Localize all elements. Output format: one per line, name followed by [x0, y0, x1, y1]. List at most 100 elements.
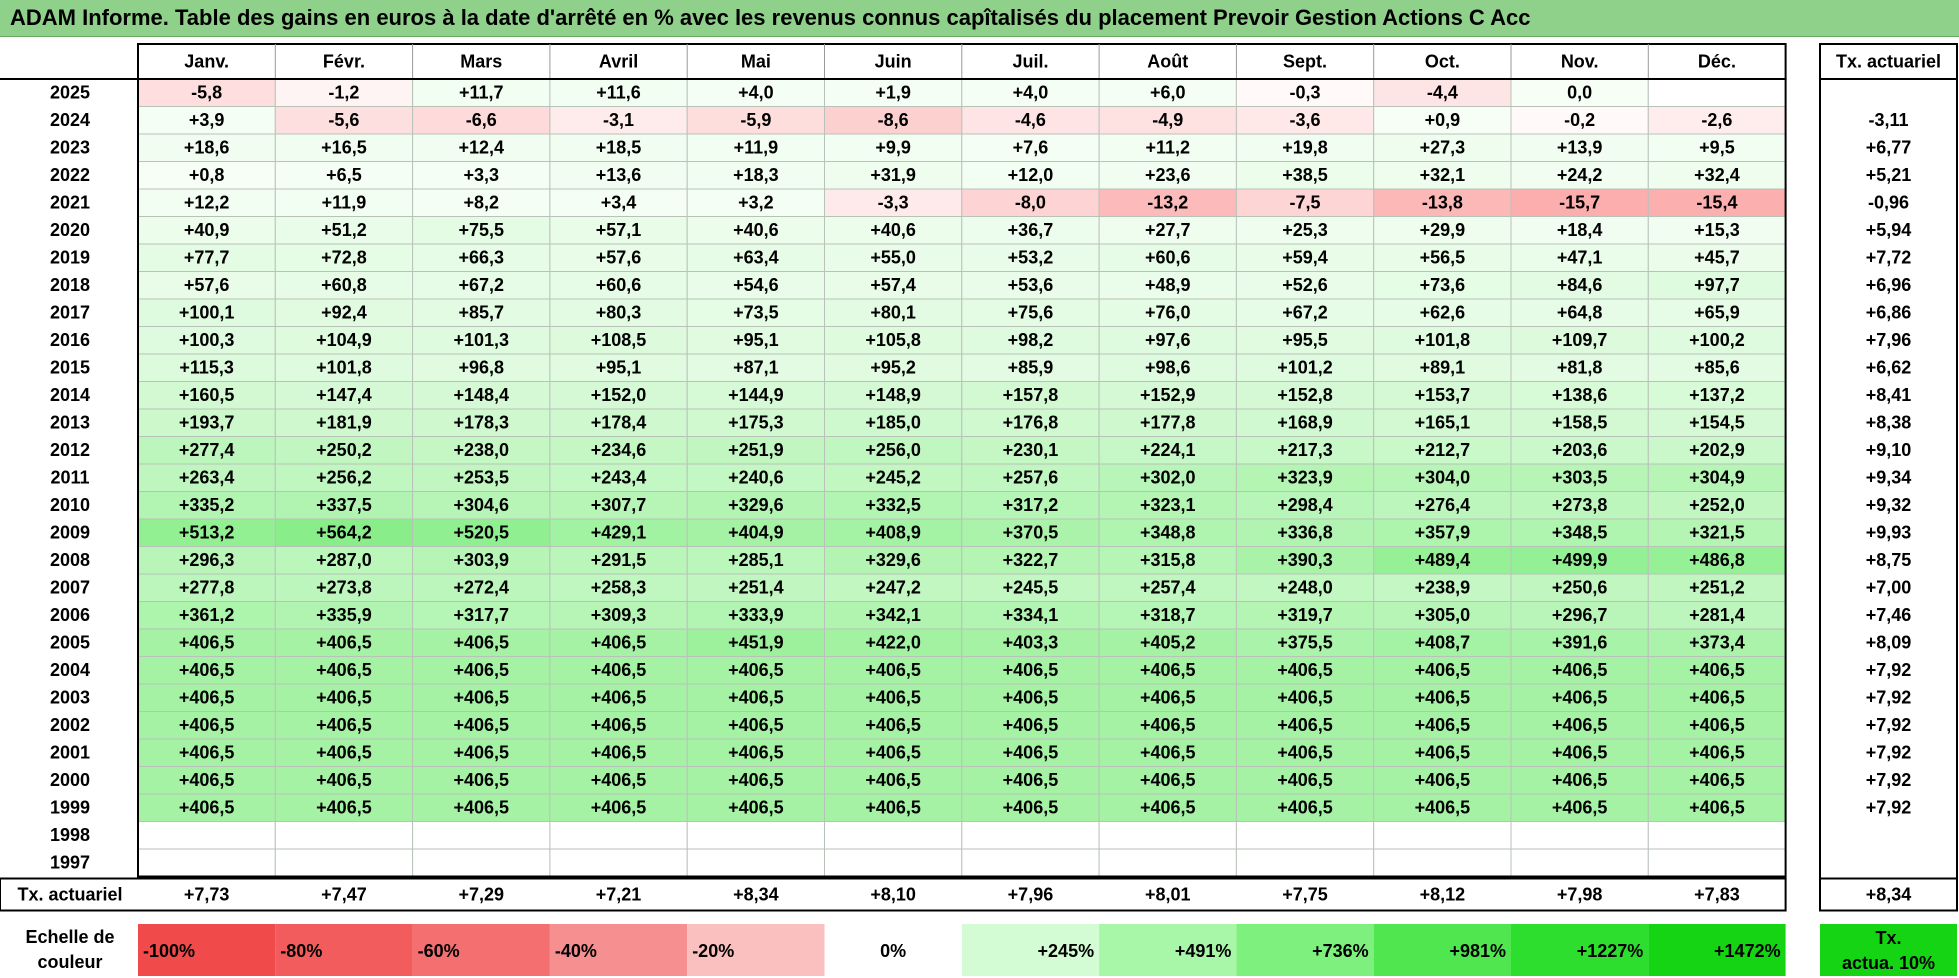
cell-value: +18,6 — [184, 138, 230, 158]
heat-cell — [1647, 573, 1787, 602]
heat-cell — [1235, 766, 1375, 795]
heat-cell — [1647, 628, 1787, 657]
month-header-3: Mars — [460, 51, 502, 71]
cell-value: +3,9 — [189, 110, 225, 130]
heat-cell — [274, 353, 414, 382]
year-label-2005: 2005 — [50, 633, 90, 653]
summary-value-1: +7,73 — [184, 884, 230, 904]
heat-cell — [1373, 78, 1512, 107]
cell-value: -13,8 — [1422, 193, 1463, 213]
year-label-2007: 2007 — [50, 578, 90, 598]
cell-value: +406,5 — [453, 715, 509, 735]
heat-cell — [1647, 601, 1787, 630]
cell-value: +375,5 — [1277, 633, 1333, 653]
heat-cell — [1647, 793, 1787, 822]
cell-value: +321,5 — [1689, 523, 1745, 543]
heat-cell — [686, 353, 826, 382]
cell-value: +0,9 — [1425, 110, 1461, 130]
cell-value: +304,6 — [453, 495, 509, 515]
cell-value: -3,3 — [878, 193, 909, 213]
heat-cell — [1510, 161, 1649, 190]
cell-value: +60,6 — [1145, 248, 1191, 268]
cell-value: +406,5 — [728, 660, 784, 680]
tx-value-2000: +7,92 — [1866, 770, 1912, 790]
cell-value: +406,5 — [179, 770, 235, 790]
heat-cell — [686, 601, 826, 630]
cell-value: +13,9 — [1557, 138, 1603, 158]
cell-value: +11,9 — [322, 193, 367, 213]
cell-value: +53,6 — [1008, 275, 1054, 295]
cell-value: +403,3 — [1003, 633, 1059, 653]
cell-value: +12,4 — [458, 138, 504, 158]
cell-value: +287,0 — [316, 550, 372, 570]
cell-value: +6,5 — [326, 165, 362, 185]
cell-value: +137,2 — [1689, 385, 1745, 405]
cell-value: +406,5 — [1277, 715, 1333, 735]
month-header-9: Sept. — [1283, 51, 1327, 71]
cell-value: +406,5 — [179, 798, 235, 818]
cell-value: +3,3 — [463, 165, 499, 185]
heat-cell — [824, 298, 963, 327]
cell-value: +148,9 — [865, 385, 921, 405]
cell-value: +245,2 — [865, 468, 921, 488]
heat-cell — [549, 766, 688, 795]
heat-cell — [1373, 271, 1512, 300]
heat-cell — [1647, 848, 1787, 877]
cell-value: +59,4 — [1282, 248, 1328, 268]
cell-value: +513,2 — [179, 523, 235, 543]
heat-cell — [1235, 821, 1375, 850]
heat-cell — [1510, 738, 1649, 767]
scale-step-label: -40% — [555, 941, 597, 961]
tx-value-2013: +8,38 — [1866, 413, 1912, 433]
month-header-2: Févr. — [323, 51, 365, 71]
cell-value: +18,3 — [733, 165, 779, 185]
cell-value: +73,5 — [733, 303, 779, 323]
heat-cell — [1510, 628, 1649, 657]
heat-cell — [686, 656, 826, 685]
cell-value: +406,5 — [728, 798, 784, 818]
cell-value: +0,8 — [189, 165, 225, 185]
scale-swatch — [1511, 924, 1649, 976]
cell-value: +178,4 — [591, 413, 647, 433]
scale-step-label: +491% — [1175, 941, 1232, 961]
cell-value: -3,6 — [1290, 110, 1321, 130]
cell-value: +24,2 — [1557, 165, 1603, 185]
cell-value: +32,1 — [1420, 165, 1466, 185]
heat-cell — [1235, 216, 1375, 245]
title-bar: ADAM Informe. Table des gains en euros à… — [0, 0, 1959, 37]
cell-value: +406,5 — [591, 743, 647, 763]
heat-cell — [1098, 353, 1237, 382]
cell-value: +65,9 — [1694, 303, 1740, 323]
scale-label-line2: couleur — [37, 952, 102, 972]
cell-value: +66,3 — [458, 248, 504, 268]
cell-value: +144,9 — [728, 385, 784, 405]
heat-cell — [549, 436, 688, 465]
cell-value: +406,5 — [316, 633, 372, 653]
cell-value: +281,4 — [1689, 605, 1745, 625]
cell-value: +105,8 — [865, 330, 921, 350]
scale-step-label: 0% — [880, 941, 906, 961]
cell-value: +406,5 — [1552, 798, 1608, 818]
cell-value: +348,5 — [1552, 523, 1608, 543]
cell-value: +309,3 — [591, 605, 647, 625]
heat-cell — [1510, 106, 1649, 135]
heat-cell — [1647, 326, 1787, 355]
cell-value: +336,8 — [1277, 523, 1333, 543]
month-header-8: Août — [1147, 51, 1188, 71]
heat-cell — [137, 848, 276, 877]
heat-cell — [137, 628, 276, 657]
heat-cell — [1510, 848, 1649, 877]
heat-cell — [137, 271, 276, 300]
cell-value: +202,9 — [1689, 440, 1745, 460]
heat-cell — [686, 188, 826, 217]
heat-cell — [137, 326, 276, 355]
heat-cell — [961, 133, 1100, 162]
month-header-11: Nov. — [1561, 51, 1599, 71]
summary-value-10: +8,12 — [1420, 884, 1466, 904]
cell-value: +391,6 — [1552, 633, 1608, 653]
cell-value: +72,8 — [321, 248, 367, 268]
heat-cell — [1373, 188, 1512, 217]
cell-value: +73,6 — [1420, 275, 1466, 295]
cell-value: +406,5 — [1277, 688, 1333, 708]
cell-value: +404,9 — [728, 523, 784, 543]
